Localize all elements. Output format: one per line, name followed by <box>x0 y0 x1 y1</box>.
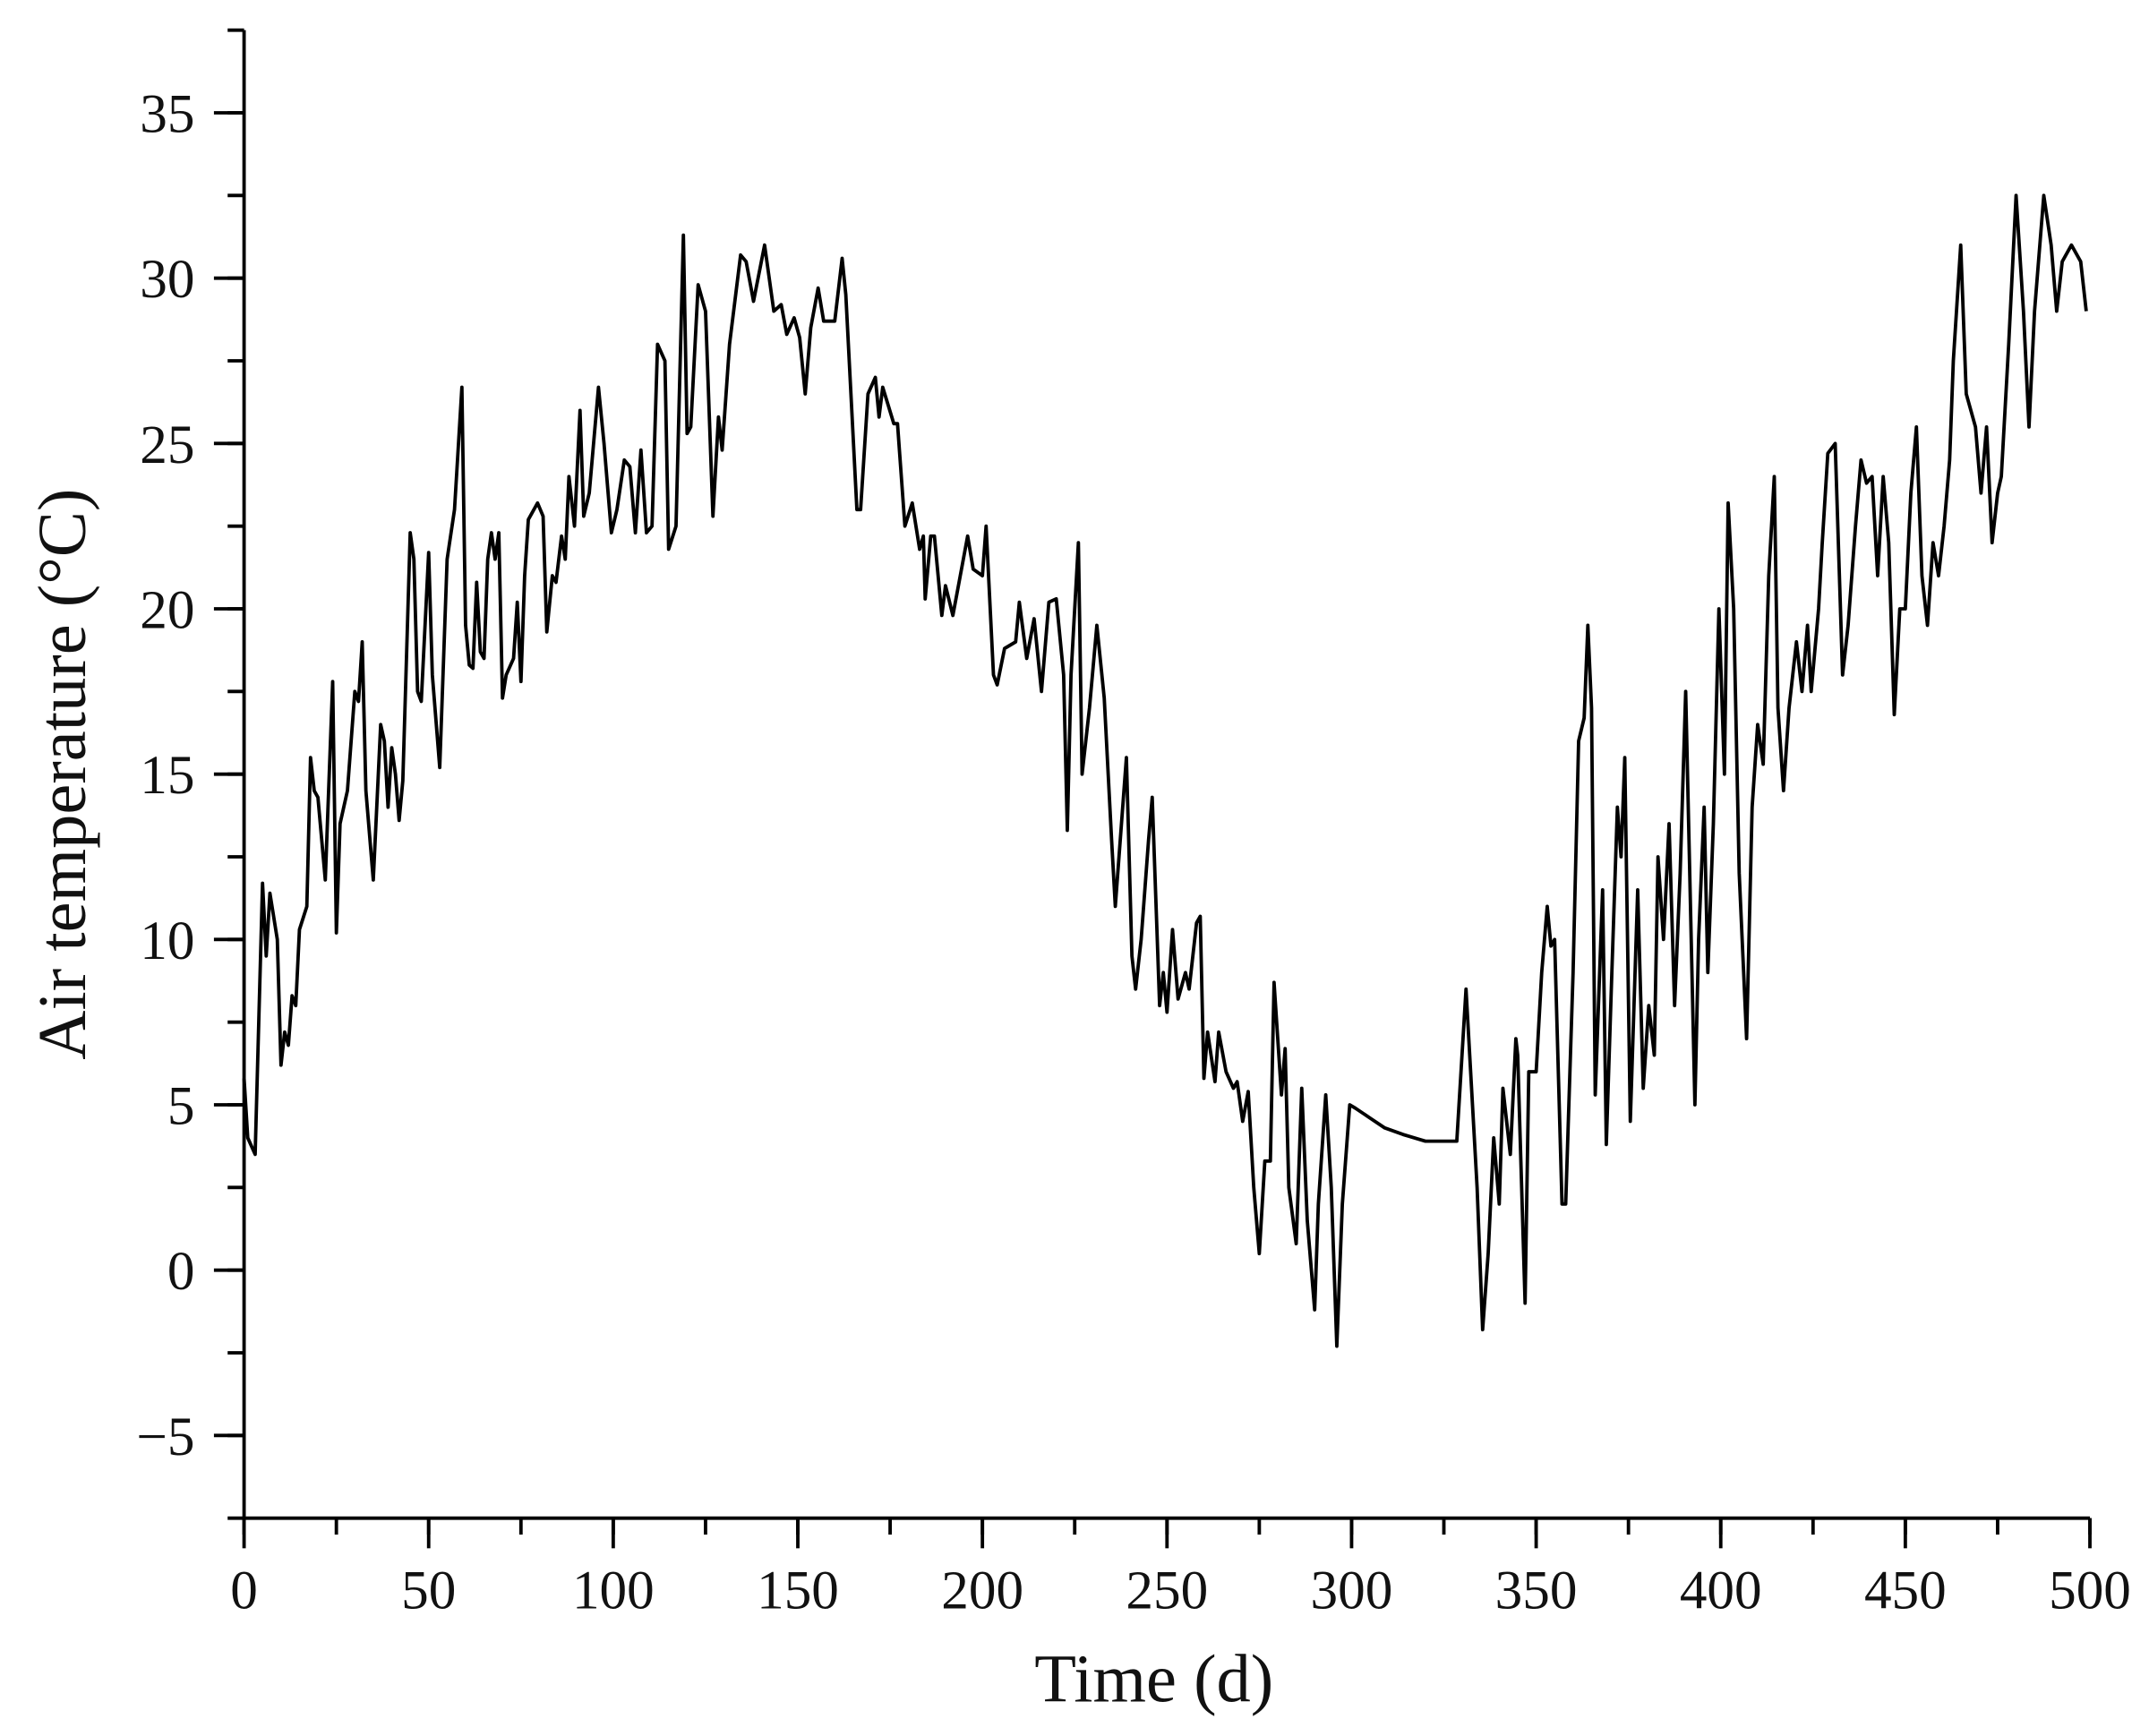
y-tick-label: 10 <box>140 911 194 971</box>
y-tick-label: 5 <box>167 1075 195 1136</box>
x-tick-label: 300 <box>1311 1561 1393 1621</box>
x-tick-label: 400 <box>1680 1561 1762 1621</box>
y-tick-label: 20 <box>140 579 194 640</box>
y-tick-label: 25 <box>140 415 194 475</box>
x-tick-label: 200 <box>941 1561 1023 1621</box>
data-line <box>242 193 2088 1348</box>
y-tick-label: 0 <box>167 1241 195 1302</box>
x-tick-label: 100 <box>572 1561 655 1621</box>
y-tick-label: 15 <box>140 745 194 806</box>
x-tick-label: 450 <box>1864 1561 1947 1621</box>
x-tick-label: 0 <box>230 1561 258 1621</box>
x-tick-label: 50 <box>401 1561 456 1621</box>
y-tick-label: 30 <box>140 249 194 310</box>
x-tick-label: 150 <box>757 1561 839 1621</box>
x-tick-label: 500 <box>2049 1561 2131 1621</box>
y-tick-label: 35 <box>140 83 194 144</box>
x-tick-label: 250 <box>1126 1561 1208 1621</box>
y-axis-title: Air temperature (°C) <box>24 489 100 1060</box>
y-tick-label: −5 <box>136 1407 194 1467</box>
x-tick-label: 350 <box>1495 1561 1578 1621</box>
x-axis-title: Time (d) <box>1034 1641 1273 1717</box>
